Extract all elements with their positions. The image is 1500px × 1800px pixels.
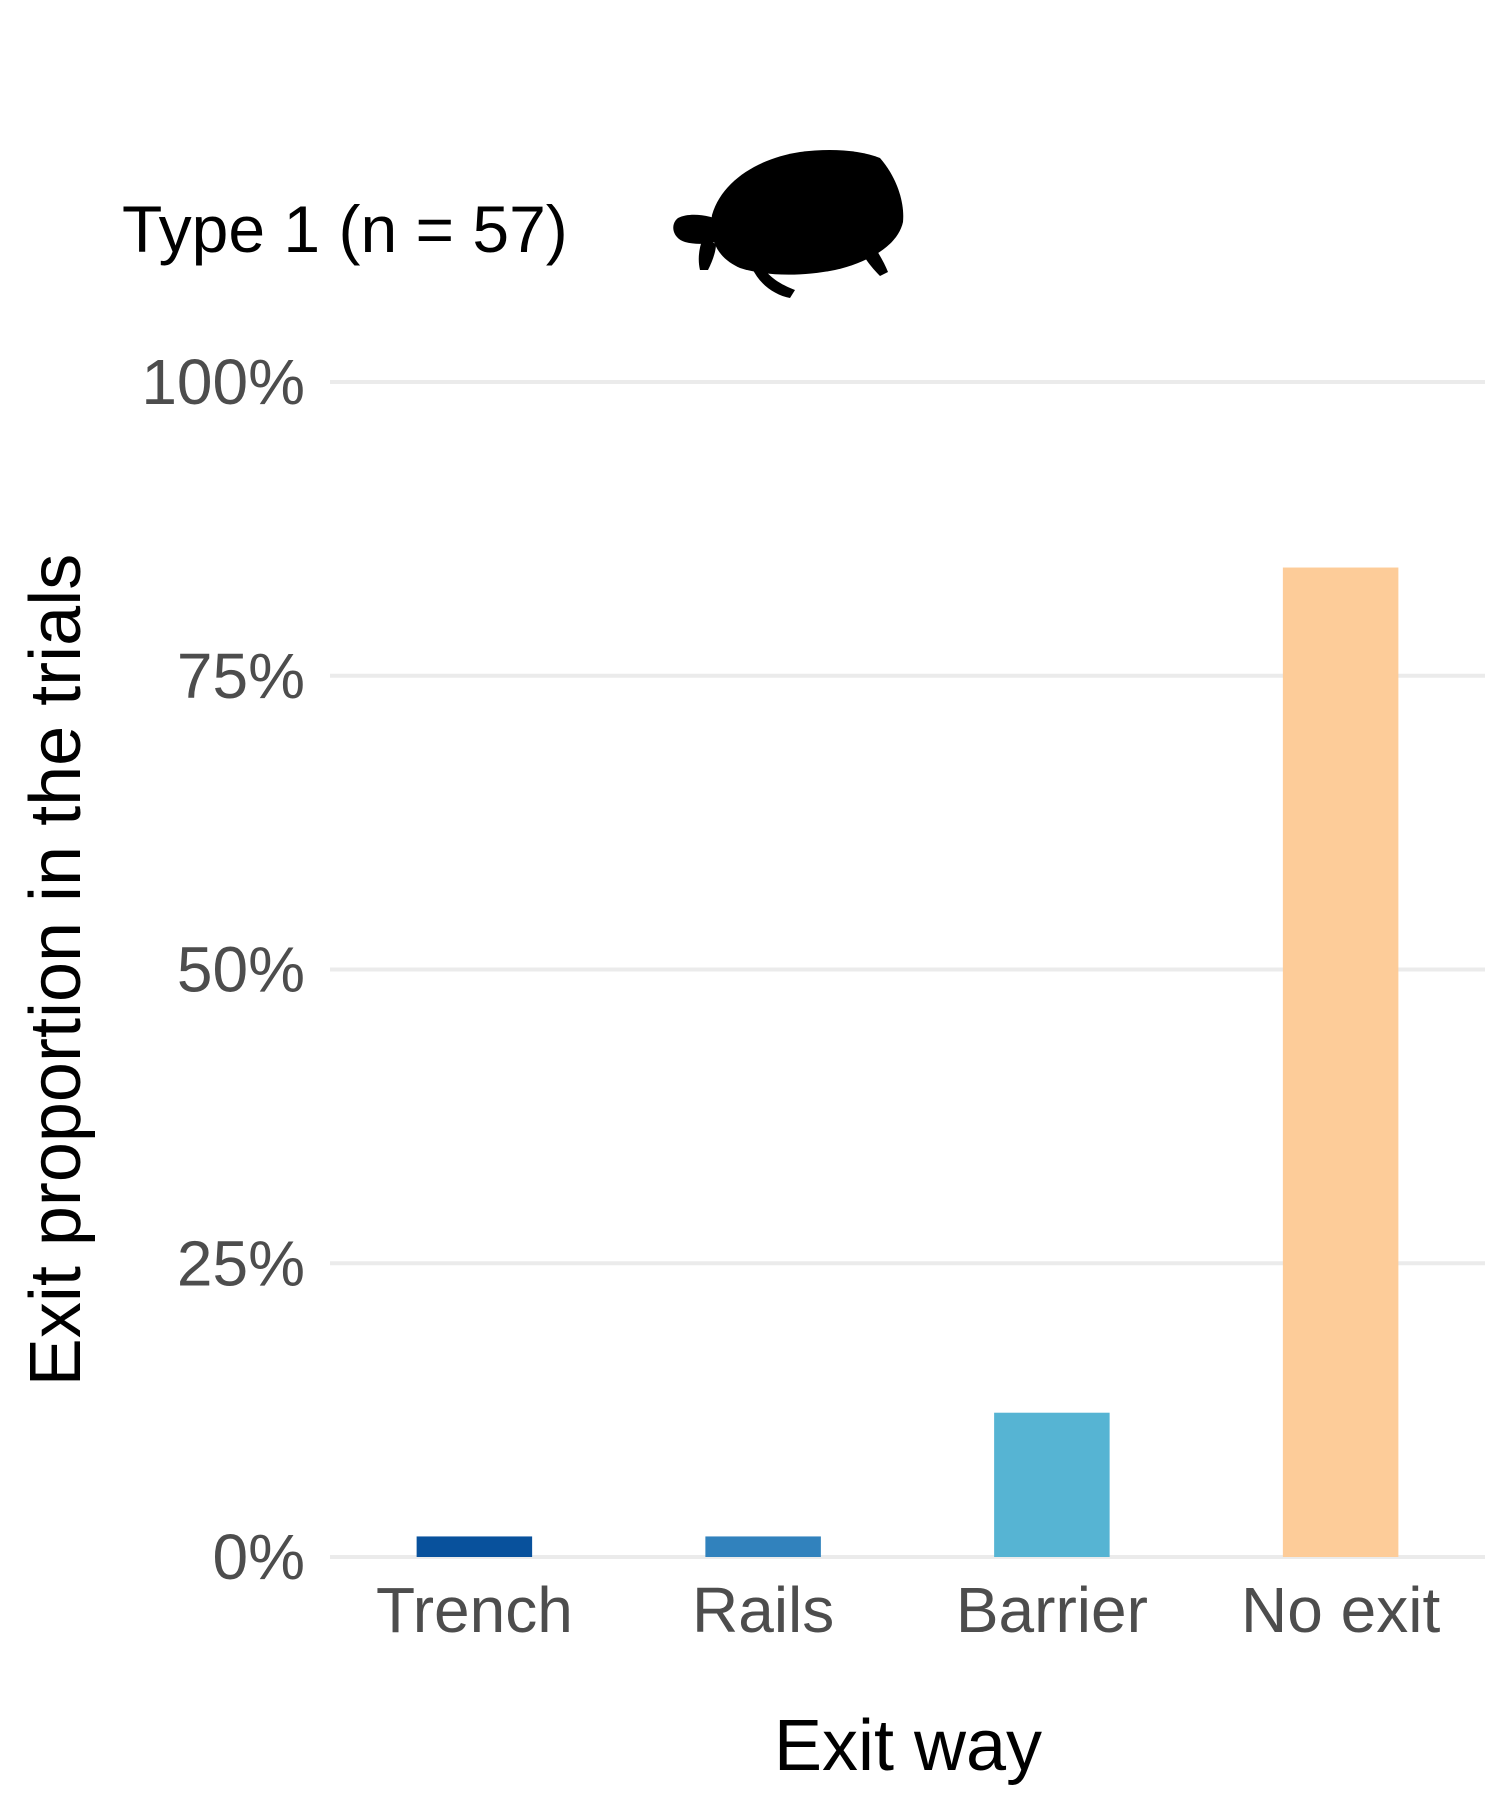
tortoise-silhouette-icon — [673, 150, 904, 298]
bar-trench — [416, 1536, 533, 1557]
bars — [416, 567, 1399, 1557]
x-tick-labels: Trench Rails Barrier No exit — [376, 1574, 1440, 1646]
x-tick-label: Barrier — [956, 1574, 1148, 1646]
y-tick-label: 100% — [141, 346, 305, 418]
y-tick-label: 25% — [177, 1227, 305, 1299]
y-axis-title: Exit proportion in the trials — [16, 554, 96, 1386]
bar-rails — [705, 1536, 821, 1557]
x-tick-label: Trench — [376, 1574, 573, 1646]
x-tick-label: No exit — [1241, 1574, 1440, 1646]
y-tick-label: 75% — [177, 640, 305, 712]
bar-no-exit — [1282, 567, 1399, 1557]
x-tick-label: Rails — [692, 1574, 834, 1646]
chart-title: Type 1 (n = 57) — [122, 192, 568, 266]
y-tick-labels: 0% 25% 50% 75% 100% — [141, 346, 305, 1593]
y-tick-label: 50% — [177, 934, 305, 1006]
bar-barrier — [994, 1412, 1110, 1557]
x-axis-title: Exit way — [774, 1706, 1042, 1786]
y-tick-label: 0% — [213, 1521, 306, 1593]
